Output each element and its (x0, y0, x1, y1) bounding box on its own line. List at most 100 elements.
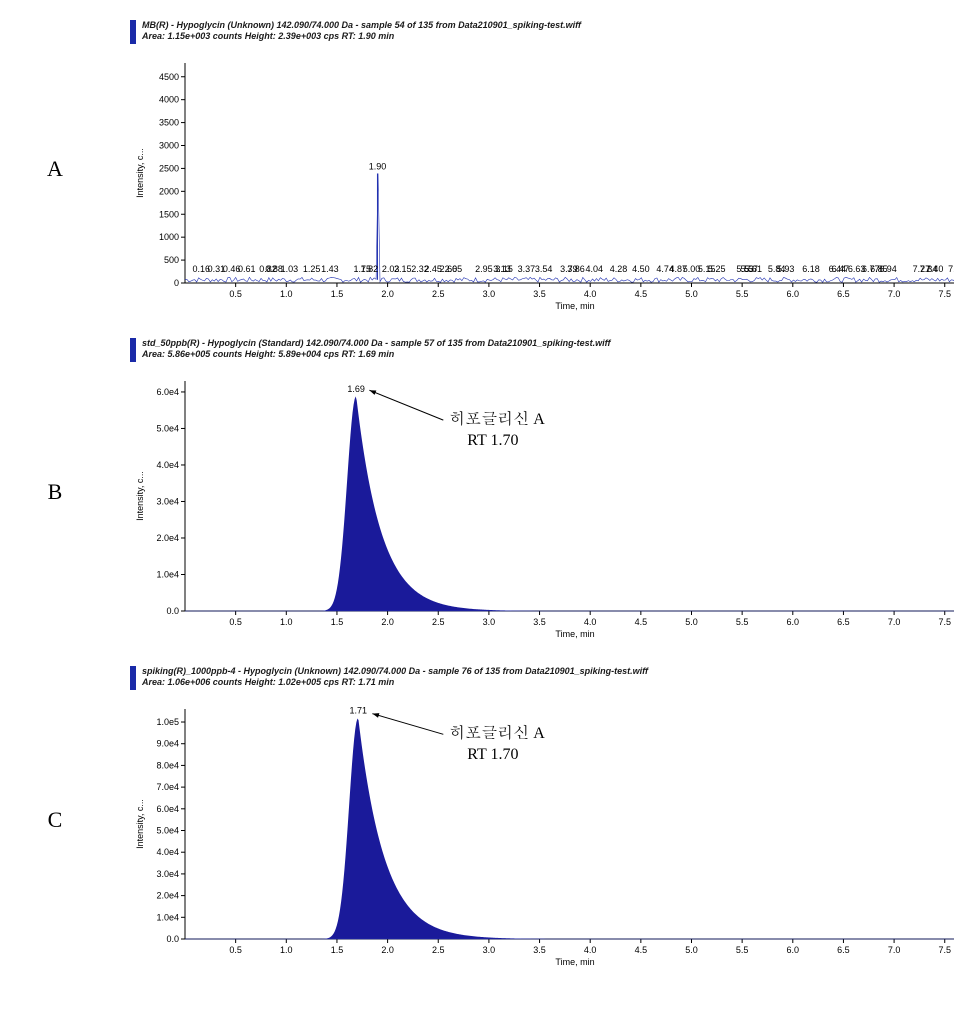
svg-text:Intensity, c...: Intensity, c... (135, 471, 145, 521)
svg-text:0.0: 0.0 (166, 606, 179, 616)
svg-text:3.0: 3.0 (483, 617, 496, 627)
svg-text:1.82: 1.82 (361, 264, 379, 274)
panel-b-header: std_50ppb(R) - Hypoglycin (Standard) 142… (130, 338, 954, 362)
svg-text:3.0: 3.0 (483, 945, 496, 955)
svg-text:0.0: 0.0 (166, 934, 179, 944)
panel-a-chart: 0500100015002000250030003500400045000.51… (130, 48, 954, 318)
svg-text:5.0: 5.0 (685, 289, 698, 299)
svg-text:3.54: 3.54 (535, 264, 553, 274)
svg-text:0.5: 0.5 (229, 945, 242, 955)
svg-text:2500: 2500 (159, 163, 179, 173)
svg-text:1.5: 1.5 (331, 289, 344, 299)
anno-line2: RT 1.70 (449, 432, 518, 449)
svg-text:2.5: 2.5 (432, 945, 445, 955)
svg-text:2.0: 2.0 (381, 289, 394, 299)
svg-text:4.5: 4.5 (635, 289, 648, 299)
peak-annotation: 히포글리신 A RT 1.70 (449, 410, 545, 452)
svg-text:5.0e4: 5.0e4 (156, 826, 179, 836)
svg-text:5.5: 5.5 (736, 945, 749, 955)
panel-c-header: spiking(R)_1000ppb-4 - Hypoglycin (Unkno… (130, 666, 954, 690)
svg-text:2.95: 2.95 (475, 264, 493, 274)
svg-text:2.0e4: 2.0e4 (156, 533, 179, 543)
svg-text:6.0: 6.0 (787, 289, 800, 299)
header-line2: Area: 1.15e+003 counts Height: 2.39e+003… (142, 31, 581, 42)
svg-text:6.0e4: 6.0e4 (156, 387, 179, 397)
header-line1: std_50ppb(R) - Hypoglycin (Standard) 142… (142, 338, 611, 349)
svg-text:6.0: 6.0 (787, 945, 800, 955)
svg-text:0.61: 0.61 (238, 264, 256, 274)
panel-a-header: MB(R) - Hypoglycin (Unknown) 142.090/74.… (130, 20, 954, 44)
svg-text:2.15: 2.15 (394, 264, 412, 274)
svg-text:5.5: 5.5 (736, 289, 749, 299)
panel-c-body: spiking(R)_1000ppb-4 - Hypoglycin (Unkno… (90, 666, 954, 974)
svg-text:1.03: 1.03 (281, 264, 299, 274)
svg-text:1.25: 1.25 (303, 264, 321, 274)
svg-text:7.5: 7.5 (938, 945, 951, 955)
svg-text:1.0: 1.0 (280, 617, 293, 627)
svg-text:2.0: 2.0 (381, 945, 394, 955)
svg-text:6.5: 6.5 (837, 289, 850, 299)
svg-text:7.5: 7.5 (938, 289, 951, 299)
svg-text:5.0: 5.0 (685, 617, 698, 627)
svg-text:3.0e4: 3.0e4 (156, 869, 179, 879)
svg-text:7.40: 7.40 (926, 264, 944, 274)
svg-text:1.5: 1.5 (331, 945, 344, 955)
svg-text:1500: 1500 (159, 209, 179, 219)
svg-text:2000: 2000 (159, 186, 179, 196)
svg-text:4.04: 4.04 (585, 264, 603, 274)
svg-text:3.5: 3.5 (533, 617, 546, 627)
svg-text:7.0: 7.0 (888, 289, 901, 299)
svg-text:0.5: 0.5 (229, 289, 242, 299)
panel-a-row: A MB(R) - Hypoglycin (Unknown) 142.090/7… (20, 20, 934, 318)
svg-text:4.0: 4.0 (584, 945, 597, 955)
svg-text:4.5: 4.5 (635, 945, 648, 955)
header-block-icon (130, 666, 136, 690)
panel-a-body: MB(R) - Hypoglycin (Unknown) 142.090/74.… (90, 20, 954, 318)
svg-text:4500: 4500 (159, 72, 179, 82)
svg-text:3000: 3000 (159, 141, 179, 151)
svg-text:6.5: 6.5 (837, 617, 850, 627)
header-line2: Area: 1.06e+006 counts Height: 1.02e+005… (142, 677, 648, 688)
svg-text:1.71: 1.71 (349, 706, 367, 716)
svg-text:3.5: 3.5 (533, 945, 546, 955)
svg-text:6.5: 6.5 (837, 945, 850, 955)
svg-text:1.0e4: 1.0e4 (156, 569, 179, 579)
svg-text:5.0: 5.0 (685, 945, 698, 955)
svg-text:9.0e4: 9.0e4 (156, 739, 179, 749)
svg-text:5.5: 5.5 (736, 617, 749, 627)
anno-line1: 히포글리신 A (449, 411, 545, 428)
panel-a-label: A (20, 156, 90, 182)
svg-text:0: 0 (174, 278, 179, 288)
peak-annotation: 히포글리신 ART 1.70 (449, 724, 545, 766)
svg-text:1.90: 1.90 (369, 161, 387, 171)
header-block-icon (130, 20, 136, 44)
panel-b-chart: 0.01.0e42.0e43.0e44.0e45.0e46.0e40.51.01… (130, 366, 954, 646)
svg-text:1000: 1000 (159, 232, 179, 242)
panel-c-chart: 0.01.0e42.0e43.0e44.0e45.0e46.0e47.0e48.… (130, 694, 954, 974)
panel-b-label: B (20, 479, 90, 505)
svg-text:7.5: 7.5 (938, 617, 951, 627)
svg-text:5.93: 5.93 (777, 264, 795, 274)
svg-text:2.0e4: 2.0e4 (156, 891, 179, 901)
svg-text:4.5: 4.5 (635, 617, 648, 627)
header-line1: MB(R) - Hypoglycin (Unknown) 142.090/74.… (142, 20, 581, 31)
svg-text:2.65: 2.65 (445, 264, 463, 274)
svg-text:4.0: 4.0 (584, 289, 597, 299)
svg-text:4.28: 4.28 (610, 264, 628, 274)
panel-c-label: C (20, 807, 90, 833)
svg-text:1.43: 1.43 (321, 264, 339, 274)
svg-text:1.69: 1.69 (347, 384, 365, 394)
anno-line1: 히포글리신 A (449, 725, 545, 742)
svg-text:4.50: 4.50 (632, 264, 650, 274)
svg-text:6.18: 6.18 (802, 264, 820, 274)
svg-text:5.61: 5.61 (745, 264, 763, 274)
svg-text:2.5: 2.5 (432, 617, 445, 627)
svg-text:Intensity, c...: Intensity, c... (135, 148, 145, 198)
svg-text:1.0e4: 1.0e4 (156, 912, 179, 922)
svg-text:4.0e4: 4.0e4 (156, 460, 179, 470)
svg-text:8.0e4: 8.0e4 (156, 760, 179, 770)
svg-text:1.0e5: 1.0e5 (156, 717, 179, 727)
panel-b-row: B std_50ppb(R) - Hypoglycin (Standard) 1… (20, 338, 934, 646)
svg-text:1.0: 1.0 (280, 945, 293, 955)
svg-text:Time, min: Time, min (555, 301, 594, 311)
